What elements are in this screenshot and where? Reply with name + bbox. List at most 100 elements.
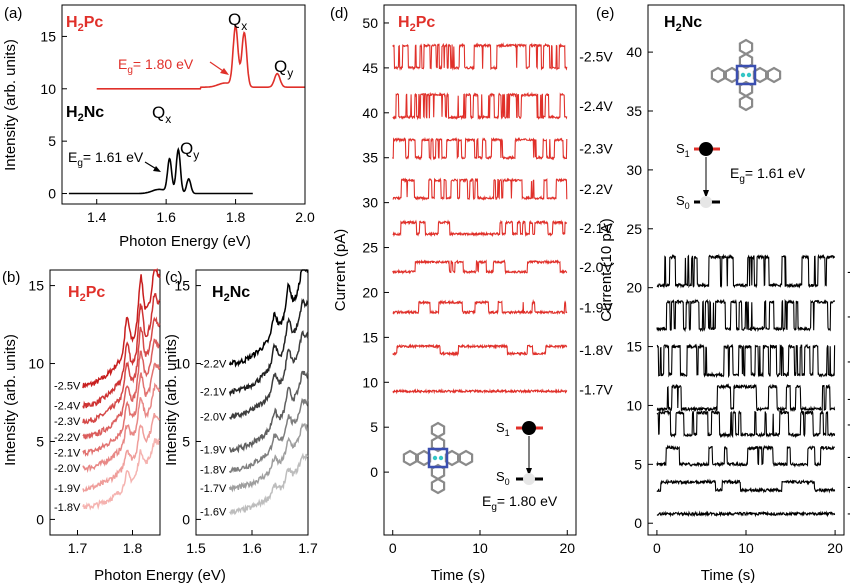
d-ytick-label: 30 xyxy=(362,195,378,211)
panel-d-trace xyxy=(392,259,568,275)
panel-c-title: H2Nc xyxy=(212,284,250,304)
panel-c-label: (c) xyxy=(165,269,183,286)
panel-b-curve-label: -1.8V xyxy=(54,502,81,514)
panel-e-trace xyxy=(656,409,836,439)
panel-a-eg-red: Eg= 1.80 eV xyxy=(118,56,194,76)
panel-b-curve xyxy=(82,267,161,389)
panel-e: (e) Current (10 pA) Time (s) 0 10 20 0 5 10 15… xyxy=(596,4,850,584)
panel-e-label: (e) xyxy=(596,5,614,22)
d-ytick-label: 40 xyxy=(362,105,378,121)
panel-e-s0-hole xyxy=(700,196,712,208)
molecule-ring xyxy=(738,94,754,112)
panel-d-trace-label: -2.4V xyxy=(579,98,613,114)
panel-c-curve-label: -1.9V xyxy=(200,444,227,456)
panel-e-trace xyxy=(656,383,836,413)
molecule-ring xyxy=(738,38,754,56)
panel-e-trace xyxy=(656,343,836,379)
panel-a-series-h2nc xyxy=(68,147,253,195)
molecule-ring xyxy=(458,449,474,467)
d-xtick-label: 20 xyxy=(559,540,575,556)
e-ytick-label: 15 xyxy=(626,339,642,355)
panel-d-trace xyxy=(392,42,568,71)
molecule-hydrogen xyxy=(438,455,444,461)
panel-c-curve-label: -1.7V xyxy=(200,483,227,495)
c-ytick-label: 5 xyxy=(182,433,190,449)
panel-e-xlabel: Time (s) xyxy=(701,567,755,584)
e-ytick-label: 0 xyxy=(634,515,642,531)
panel-c-curve-label: -2.1V xyxy=(200,387,227,399)
panel-e-trace xyxy=(656,298,836,333)
b-ytick-label: 15 xyxy=(28,278,44,294)
molecule-core xyxy=(735,64,757,86)
panel-e-trace xyxy=(656,478,836,494)
a-xtick-label: 2.0 xyxy=(295,209,315,225)
panel-c: (c) Intensity (arb. units) 1.5 1.6 1.7 0 5 10… xyxy=(163,269,318,556)
c-ytick-label: 15 xyxy=(174,278,190,294)
panel-c-curve-label: -1.8V xyxy=(200,465,227,477)
panel-d-transition-arrowhead xyxy=(526,468,532,476)
panel-c-ticks: 1.5 1.6 1.7 0 5 10 15 xyxy=(174,278,318,556)
d-ytick-label: 10 xyxy=(362,374,378,390)
panel-d-s0-hole xyxy=(523,473,535,485)
b-ytick-label: 5 xyxy=(36,433,44,449)
d-ytick-label: 5 xyxy=(370,419,378,435)
panel-b-curve-label: -2.0V xyxy=(54,463,81,475)
panel-c-frame xyxy=(195,269,309,536)
panel-d-energy-diagram: S1 S0 xyxy=(496,420,543,487)
panel-b-curve-label: -2.4V xyxy=(54,401,81,413)
panel-d-xlabel: Time (s) xyxy=(431,567,485,584)
panel-a-eg-black: Eg= 1.61 eV xyxy=(68,149,144,169)
panel-d-trace-label: -2.0V xyxy=(579,259,613,275)
d-ytick-label: 15 xyxy=(362,329,378,345)
panel-c-curve-label: -2.0V xyxy=(200,412,227,424)
panel-a-label: (a) xyxy=(4,5,22,22)
e-ytick-label: 30 xyxy=(626,162,642,178)
c-xtick-label: 1.7 xyxy=(298,540,318,556)
molecule-hydrogen xyxy=(432,455,438,461)
panel-b: (b) Intensity (arb. units) 1.7 1.8051015 … xyxy=(2,267,161,556)
e-ytick-label: 40 xyxy=(626,44,642,60)
panel-e-title: H2Nc xyxy=(664,14,702,34)
a-xtick-label: 1.4 xyxy=(87,209,107,225)
panel-d-s0-label: S0 xyxy=(496,469,510,487)
d-xtick-label: 0 xyxy=(389,540,397,556)
panel-e-trace-label: -2.0V xyxy=(847,263,850,279)
panel-e-ylabel: Current (10 pA) xyxy=(598,218,615,321)
panel-d-trace-label: -1.7V xyxy=(579,381,613,397)
e-ytick-label: 10 xyxy=(626,397,642,413)
panel-e-trace xyxy=(656,444,836,468)
panel-b-curve xyxy=(82,292,161,409)
panel-c-curve xyxy=(228,269,309,368)
panel-a-curves xyxy=(68,24,305,195)
panel-e-trace-label: -1.9V xyxy=(847,307,850,323)
panel-b-curve xyxy=(82,382,161,474)
panel-c-ylabel: Intensity (arb. units) xyxy=(163,334,180,466)
panel-d-trace xyxy=(392,299,568,316)
panel-e-s1-label: S1 xyxy=(676,141,690,159)
panel-d-trace xyxy=(392,219,568,238)
molecule-ring xyxy=(430,477,446,495)
c-xtick-label: 1.6 xyxy=(242,540,262,556)
panel-c-curve-label: -1.6V xyxy=(200,507,227,519)
panel-c-curve xyxy=(229,452,309,516)
panel-d-curves: -2.5V -2.4V -2.3V -2.2V -2.1V -2.0V -1.9V -1.8V… xyxy=(392,42,613,397)
panel-e-energy-diagram: S1 S0 xyxy=(676,141,720,211)
panel-e-trace-label: -1.5V xyxy=(847,448,850,464)
panel-a-qy-bottom: Qy xyxy=(180,139,199,162)
panel-a-qy-top: Qy xyxy=(274,57,293,80)
d-ytick-label: 25 xyxy=(362,240,378,256)
panel-e-s0-label: S0 xyxy=(676,193,690,211)
molecule-ring xyxy=(738,52,754,70)
panel-e-trace xyxy=(656,253,836,289)
e-ytick-label: 35 xyxy=(626,103,642,119)
panel-b-curve xyxy=(82,412,161,493)
molecule-ring xyxy=(430,421,446,439)
panel-a-xlabel: Photon Energy (eV) xyxy=(119,233,251,250)
panel-d-molecule-image xyxy=(402,421,474,495)
panel-d-ylabel: Current (pA) xyxy=(332,229,349,312)
b-ytick-label: 10 xyxy=(28,356,44,372)
a-ytick-label: 5 xyxy=(48,133,56,149)
panel-a-ylabel: Intensity (arb. units) xyxy=(2,39,19,171)
panel-b-curve xyxy=(82,362,161,457)
panel-d-frame xyxy=(383,4,577,536)
